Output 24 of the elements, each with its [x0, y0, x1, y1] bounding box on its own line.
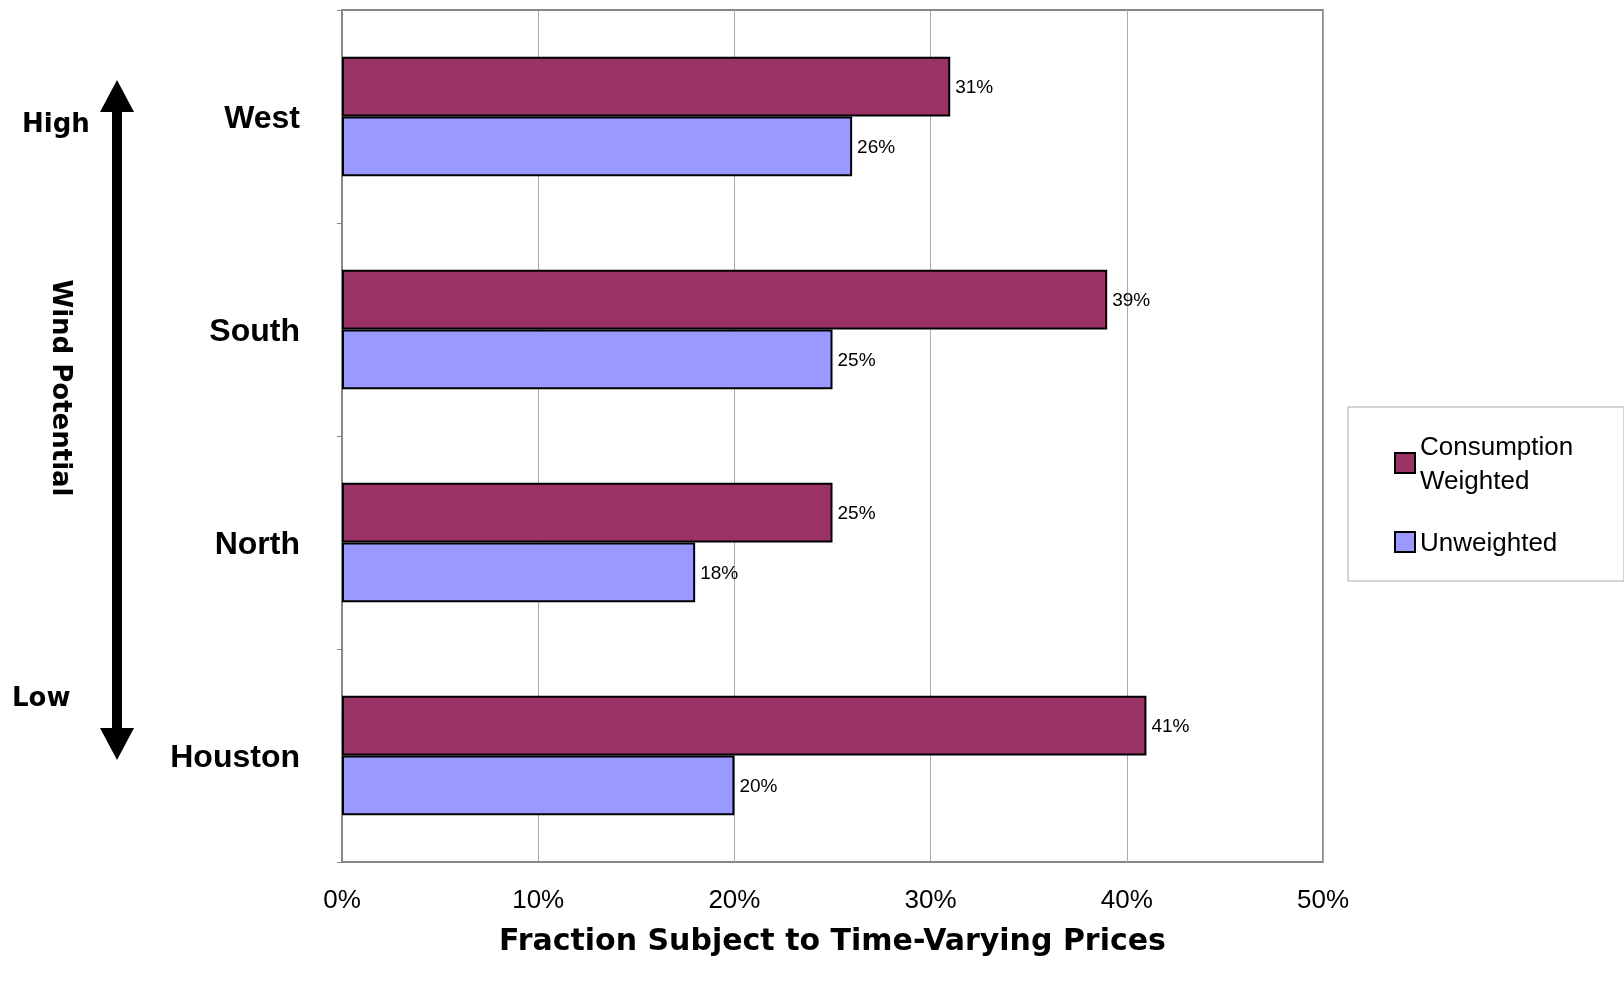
x-tick-label: 50% [1296, 884, 1350, 914]
y-tick-label: West [224, 98, 301, 135]
data-label: 41% [1151, 715, 1190, 737]
data-label: 25% [837, 502, 876, 524]
legend-label: Unweighted [1420, 527, 1558, 557]
text: Low [12, 682, 71, 712]
x-axis-title: Fraction Subject to Time-Varying Prices [499, 921, 1166, 957]
x-tick-label: 30% [904, 884, 957, 914]
x-tick-label: 20% [708, 884, 761, 914]
y-tick-label: Houston [170, 737, 300, 774]
x-tick-label: 40% [1100, 884, 1153, 914]
legend-label: Consumption Weighted [1420, 431, 1581, 495]
y-axis-title: Wind Potential [47, 279, 77, 497]
y-tick-label: North [214, 524, 300, 561]
data-label: 31% [955, 76, 994, 98]
data-label: 18% [700, 561, 739, 583]
x-tick-label: 0% [323, 884, 361, 914]
data-label: 20% [739, 774, 778, 796]
x-tick-label: 10% [512, 884, 565, 914]
data-label: 39% [1112, 289, 1151, 311]
data-label: 25% [837, 348, 876, 370]
y-tick-label: South [209, 311, 300, 348]
text: High [22, 108, 90, 138]
data-label: 26% [857, 135, 896, 157]
